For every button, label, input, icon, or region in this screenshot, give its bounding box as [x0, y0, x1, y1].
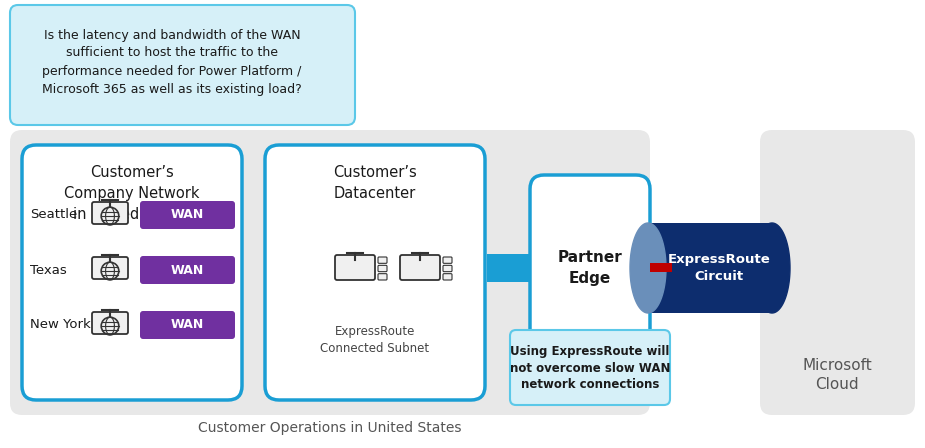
- Text: Is the latency and bandwidth of the WAN
sufficient to host the traffic to the
pe: Is the latency and bandwidth of the WAN …: [43, 29, 302, 95]
- FancyBboxPatch shape: [92, 257, 128, 279]
- FancyBboxPatch shape: [443, 265, 452, 271]
- Polygon shape: [630, 223, 666, 313]
- FancyBboxPatch shape: [400, 255, 440, 280]
- Bar: [648, 223, 772, 313]
- FancyBboxPatch shape: [378, 257, 387, 263]
- Text: Seattle: Seattle: [30, 208, 78, 221]
- FancyBboxPatch shape: [265, 145, 485, 400]
- FancyBboxPatch shape: [335, 255, 375, 280]
- Polygon shape: [754, 223, 790, 313]
- Bar: [648, 223, 772, 313]
- FancyBboxPatch shape: [760, 130, 915, 415]
- Text: Customer’s
Company Network
in United States: Customer’s Company Network in United Sta…: [64, 165, 200, 222]
- FancyBboxPatch shape: [378, 274, 387, 280]
- FancyBboxPatch shape: [140, 311, 235, 339]
- FancyBboxPatch shape: [510, 330, 670, 405]
- FancyBboxPatch shape: [378, 265, 387, 271]
- Text: ExpressRoute
Circuit: ExpressRoute Circuit: [668, 253, 771, 283]
- FancyBboxPatch shape: [10, 5, 355, 125]
- Text: Customer Operations in United States: Customer Operations in United States: [198, 421, 462, 435]
- FancyBboxPatch shape: [443, 257, 452, 263]
- Text: WAN: WAN: [171, 319, 204, 332]
- Text: Customer’s
Datacenter: Customer’s Datacenter: [333, 165, 417, 201]
- Text: Texas: Texas: [30, 263, 67, 276]
- Text: WAN: WAN: [171, 208, 204, 221]
- FancyBboxPatch shape: [22, 145, 242, 400]
- Text: Microsoft
Cloud: Microsoft Cloud: [802, 358, 872, 392]
- Text: Using ExpressRoute will
not overcome slow WAN
network connections: Using ExpressRoute will not overcome slo…: [510, 345, 671, 392]
- Text: WAN: WAN: [171, 263, 204, 276]
- FancyBboxPatch shape: [140, 256, 235, 284]
- FancyBboxPatch shape: [140, 201, 235, 229]
- Text: Partner
Edge: Partner Edge: [558, 250, 623, 286]
- FancyBboxPatch shape: [530, 175, 650, 360]
- FancyBboxPatch shape: [92, 312, 128, 334]
- FancyBboxPatch shape: [10, 130, 650, 415]
- Bar: [487, 254, 530, 282]
- FancyBboxPatch shape: [443, 274, 452, 280]
- Bar: [650, 263, 672, 272]
- FancyBboxPatch shape: [92, 202, 128, 224]
- Text: ExpressRoute
Connected Subnet: ExpressRoute Connected Subnet: [320, 325, 429, 355]
- Text: New York: New York: [30, 319, 91, 332]
